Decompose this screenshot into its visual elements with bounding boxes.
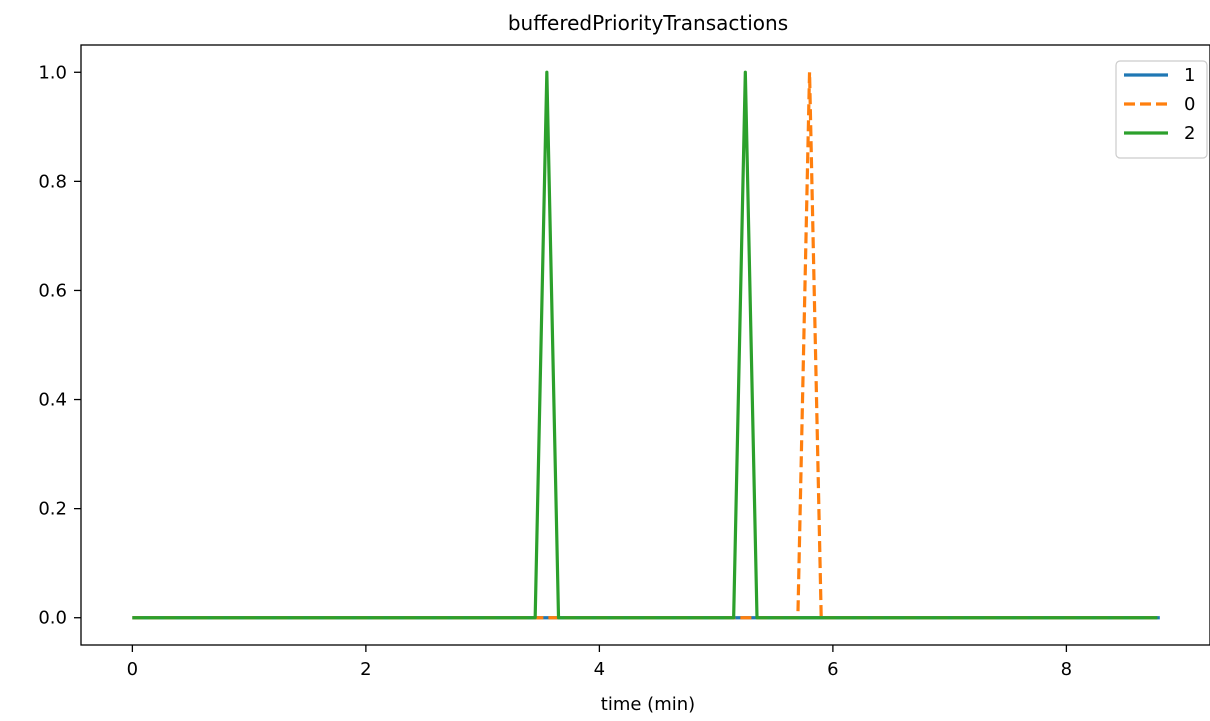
y-tick-label: 0.4 (38, 390, 67, 411)
chart-title: bufferedPriorityTransactions (508, 11, 788, 35)
legend-label: 1 (1184, 65, 1195, 86)
series-line-0 (132, 70, 1160, 620)
plot-area (132, 70, 1160, 620)
x-tick-label: 8 (1061, 659, 1072, 680)
x-tick-label: 4 (594, 659, 605, 680)
legend: 1 0 2 (1115, 60, 1208, 159)
x-tick-label: 6 (827, 659, 838, 680)
x-tick-label: 2 (360, 659, 371, 680)
x-axis-ticks: 0 2 4 6 8 (127, 645, 1072, 680)
legend-label: 2 (1184, 123, 1195, 144)
x-tick-label: 0 (127, 659, 138, 680)
axes-frame (80, 44, 1210, 646)
x-axis-label: time (min) (601, 694, 695, 715)
y-tick-label: 0.6 (38, 280, 67, 301)
series-line-2 (132, 70, 1158, 620)
y-tick-label: 1.0 (38, 62, 67, 83)
y-tick-label: 0.2 (38, 499, 67, 520)
y-tick-label: 0.0 (38, 608, 67, 629)
y-tick-label: 0.8 (38, 171, 67, 192)
y-axis-ticks: 0.0 0.2 0.4 0.6 0.8 1.0 (38, 62, 81, 629)
legend-label: 0 (1184, 94, 1195, 115)
